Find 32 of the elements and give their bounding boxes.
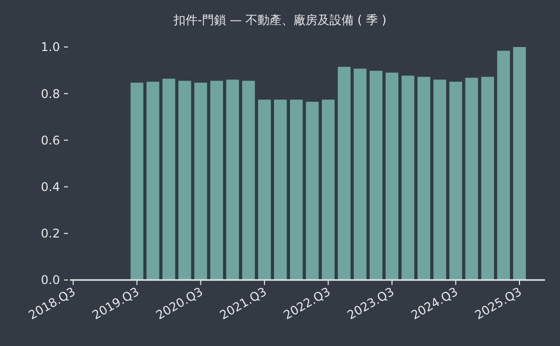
bar [354,68,366,280]
y-tick-label: 0.6 [40,133,60,148]
bar [402,76,414,280]
bar [210,80,224,280]
bar [417,76,430,280]
bar [322,100,335,280]
bar [449,82,462,280]
bar [306,102,319,280]
bar [194,82,208,280]
y-tick-label: 1.0 [40,40,60,54]
bar [178,80,192,280]
bar [274,100,287,280]
y-tick-label: 0.2 [40,226,60,241]
bar [130,82,144,280]
bar [497,50,510,280]
bar [386,72,398,280]
bar [513,47,526,280]
y-tick-label: 0.0 [40,273,60,288]
bar [146,82,160,280]
bar [242,80,255,280]
y-tick-label: 0.8 [40,86,60,101]
bar [433,80,446,280]
bar [290,100,303,280]
bar [370,70,382,280]
bar [465,78,478,280]
chart-title: 扣件-門鎖 — 不動產、廠房及設備 ( 季 ) [172,13,386,27]
bar [481,76,494,280]
bar [162,78,176,280]
y-tick-label: 0.4 [40,180,60,194]
bar [258,100,271,280]
bar [226,80,239,280]
bar [338,66,351,280]
